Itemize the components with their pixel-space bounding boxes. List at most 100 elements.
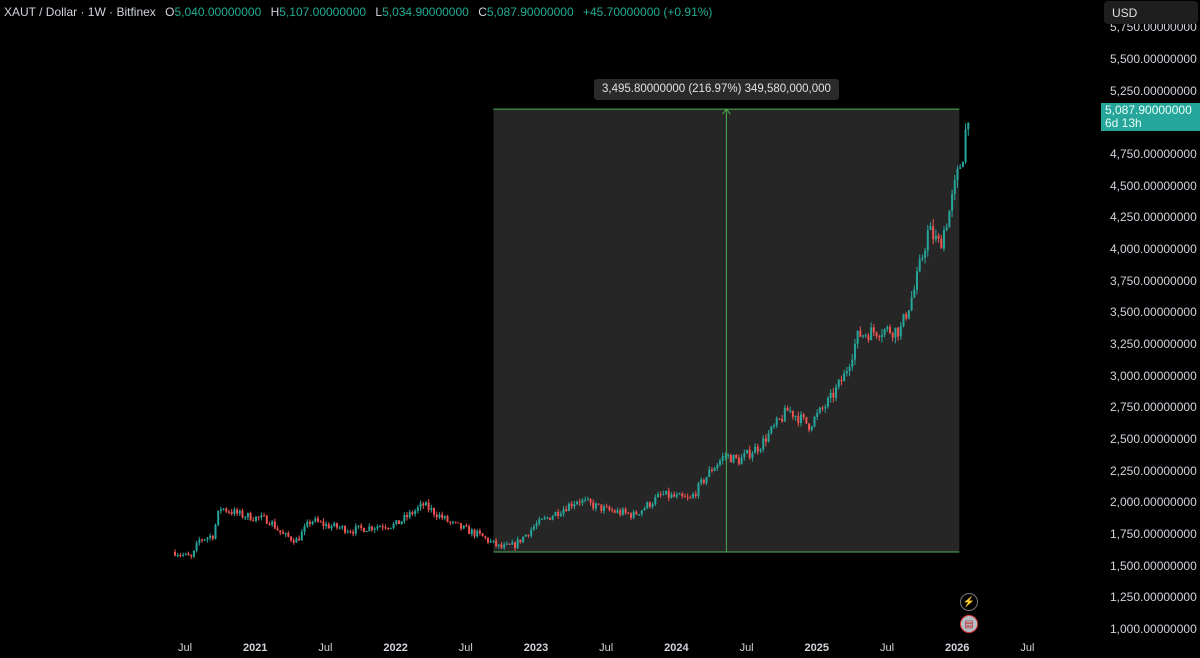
candle-body [562, 509, 565, 514]
candle-body [246, 512, 249, 518]
candle-body [940, 238, 943, 249]
candle-body [678, 493, 681, 495]
candle-body [605, 506, 608, 508]
candle-body [290, 536, 293, 541]
candle-body [357, 525, 360, 527]
price-chart[interactable] [0, 0, 1100, 658]
candle-body [581, 499, 584, 503]
candle-body [414, 510, 417, 515]
candle-body [905, 314, 908, 319]
symbol-legend: XAUT / Dollar · 1W · Bitfinex O5,040.000… [4, 5, 712, 19]
candle-body [891, 332, 894, 338]
candle-body [462, 525, 465, 529]
candle-body [959, 167, 962, 169]
candle-body [457, 522, 460, 524]
candle-body [376, 526, 379, 529]
candle-body [603, 506, 606, 512]
candle-body [335, 523, 338, 528]
candle-body [729, 454, 732, 463]
candle-body [513, 542, 516, 549]
candle-body [748, 449, 751, 458]
candle-body [281, 532, 284, 535]
price-tick: 4,750.00000000 [1110, 146, 1197, 161]
candle-body [937, 235, 940, 239]
candle-body [327, 524, 330, 529]
price-tick: 4,250.00000000 [1110, 210, 1197, 225]
price-tick: 1,000.00000000 [1110, 622, 1197, 636]
candle-body [551, 516, 554, 520]
candle-body [292, 540, 295, 543]
symbol-title[interactable]: XAUT / Dollar · 1W · Bitfinex [4, 5, 156, 19]
price-tick: 2,250.00000000 [1110, 463, 1197, 478]
candle-body [511, 542, 514, 545]
price-tick: 3,750.00000000 [1110, 273, 1197, 288]
candle-body [845, 371, 848, 374]
candle-body [907, 310, 910, 319]
candle-body [362, 527, 365, 533]
candle-body [276, 528, 279, 531]
lightning-icon[interactable]: ⚡ [960, 593, 978, 611]
us-flag-event-icon[interactable]: ▤ [960, 615, 978, 633]
candle-body [665, 490, 668, 495]
candle-body [476, 530, 479, 537]
candle-body [584, 499, 587, 501]
candle-body [594, 503, 597, 509]
candle-body [478, 530, 481, 534]
candle-body [632, 511, 635, 518]
candle-body [667, 490, 670, 498]
candle-body [187, 553, 190, 556]
candle-body [546, 517, 549, 519]
candle-body [705, 476, 708, 484]
candle-body [271, 521, 274, 525]
candle-body [389, 527, 392, 529]
time-tick: Jul [599, 642, 614, 654]
candle-body [694, 494, 697, 497]
candle-body [206, 537, 209, 540]
time-tick: 2024 [664, 642, 689, 654]
candle-body [656, 494, 659, 498]
price-axis[interactable]: 5,750.00000000 5,500.00000000 5,250.000000… [1100, 0, 1200, 658]
candle-body [624, 509, 627, 513]
candle-body [254, 516, 257, 521]
candle-body [648, 502, 651, 507]
candle-body [759, 449, 762, 452]
candle-body [443, 516, 446, 519]
candle-body [872, 327, 875, 333]
candle-body [192, 550, 195, 557]
currency-selector[interactable]: USD [1104, 1, 1198, 24]
candle-body [735, 454, 738, 458]
candle-body [956, 168, 959, 181]
candle-body [214, 524, 217, 539]
candle-body [373, 528, 376, 530]
price-tick: 5,250.00000000 [1110, 83, 1197, 98]
candle-body [767, 433, 770, 442]
candle-body [209, 535, 212, 538]
candle-body [926, 230, 929, 251]
candle-body [211, 535, 214, 539]
candle-body [832, 392, 835, 398]
candle-body [430, 508, 433, 510]
candle-body [487, 537, 490, 543]
candle-body [408, 512, 411, 518]
candle-body [862, 335, 865, 337]
candle-body [840, 379, 843, 382]
candle-body [929, 226, 932, 231]
time-tick: 2023 [523, 642, 549, 654]
candle-body [875, 332, 878, 337]
time-tick: Jul [177, 642, 193, 654]
candle-body [451, 521, 454, 523]
candle-body [314, 518, 317, 522]
candle-body [640, 510, 643, 515]
candle-body [300, 531, 303, 541]
candle-body [500, 544, 503, 548]
candle-body [524, 534, 527, 537]
candle-body [756, 446, 759, 452]
candle-body [683, 496, 686, 498]
candle-body [182, 554, 185, 556]
last-price-label: 5,087.90000000 6d 13h [1101, 103, 1200, 131]
candle-body [379, 526, 382, 528]
candle-body [843, 373, 846, 382]
candle-body [751, 453, 754, 458]
candle-body [265, 515, 268, 524]
candle-body [964, 129, 967, 163]
